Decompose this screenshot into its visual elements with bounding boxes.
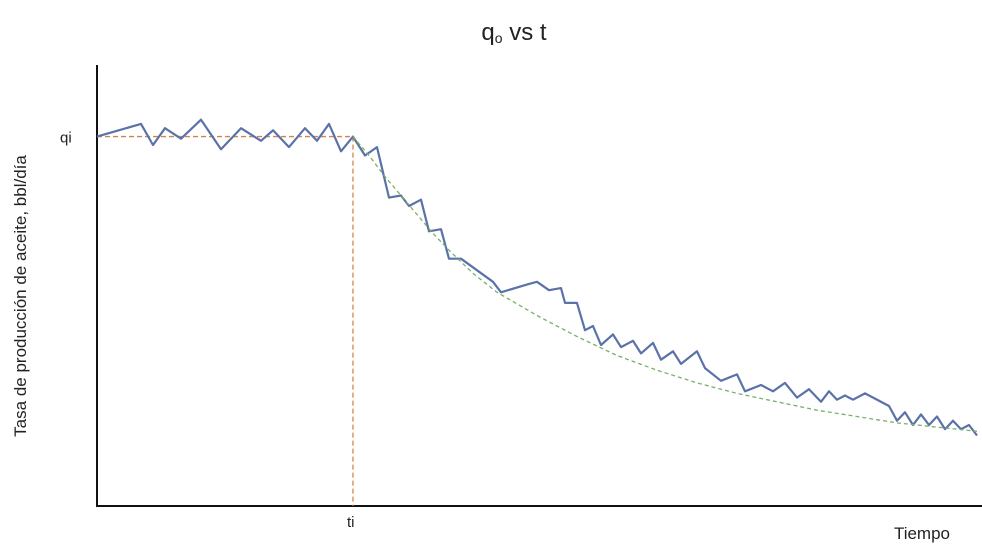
chart-title-rest: vs t [503,19,547,46]
chart-title-q: q [481,19,494,46]
y-tick-qi: qi [60,130,72,147]
x-tick-ti: ti [347,514,355,531]
chart-title-subscript: o [495,30,503,46]
chart-title: qo vs t [481,19,546,46]
reference-lines [97,135,354,506]
series-layer [96,118,978,437]
y-axis-label: Tasa de producción de aceite, bbl/día [11,155,30,437]
series-line-actual [96,118,978,437]
x-axis-label: Tiempo [894,524,950,543]
series-line-trend [352,136,978,432]
